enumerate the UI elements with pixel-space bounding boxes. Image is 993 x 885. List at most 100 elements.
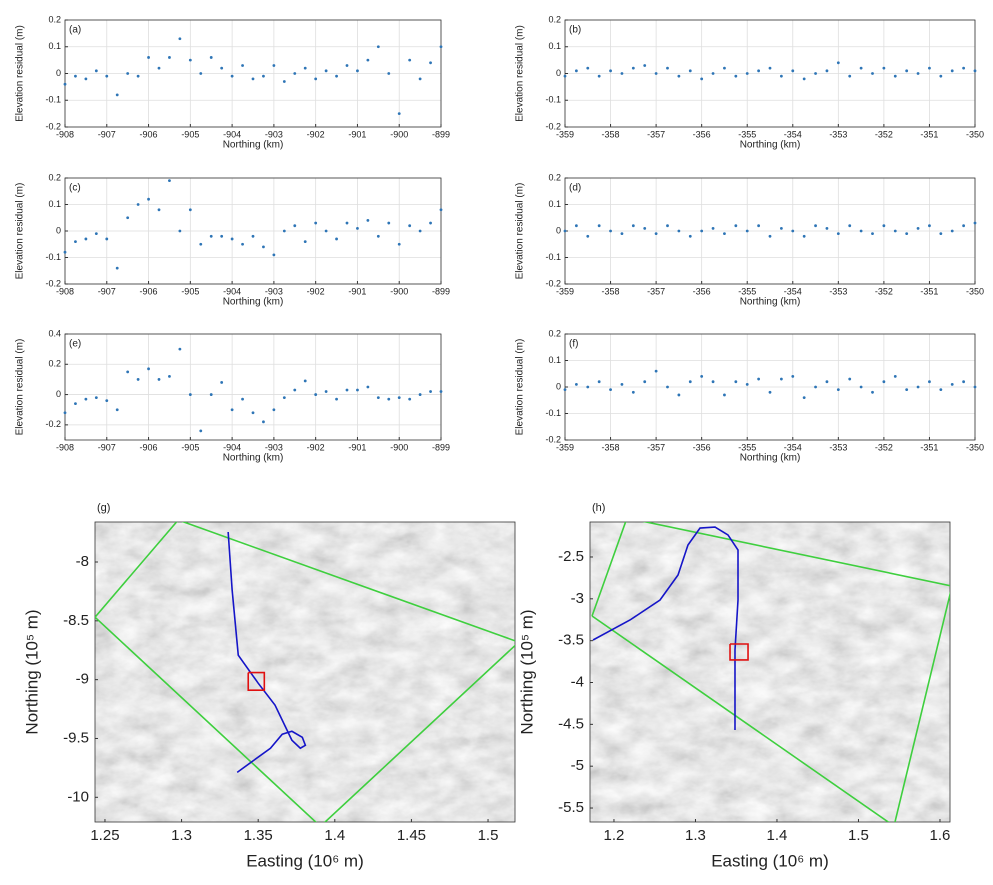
x-tick-label: -907: [98, 286, 116, 296]
data-point: [962, 380, 966, 384]
data-point: [711, 380, 715, 384]
data-point: [397, 396, 401, 399]
data-point: [609, 388, 612, 392]
data-point: [848, 74, 852, 78]
data-point: [654, 369, 658, 373]
data-point: [973, 69, 977, 73]
data-point: [723, 66, 726, 70]
x-tick-label: 1.4: [324, 827, 345, 844]
y-tick-label: 0.1: [548, 355, 561, 365]
x-tick-label: -350: [966, 129, 984, 139]
data-point: [272, 253, 276, 257]
track-line: [247, 671, 266, 692]
y-tick-label: -5: [571, 757, 584, 774]
data-point: [366, 219, 370, 222]
data-point: [105, 237, 109, 241]
x-tick-label: -903: [265, 442, 283, 452]
data-point: [859, 229, 863, 233]
data-point: [262, 420, 265, 424]
data-point: [950, 229, 954, 233]
data-point: [563, 388, 567, 392]
data-point: [711, 72, 715, 75]
x-tick-label: -357: [647, 129, 665, 139]
data-point: [230, 408, 234, 412]
data-point: [928, 66, 931, 70]
data-point: [791, 229, 795, 233]
data-point: [147, 197, 150, 201]
y-tick-label: -9.5: [63, 729, 89, 746]
x-axis-label: Easting (10⁶ m): [246, 851, 364, 870]
data-point: [757, 377, 761, 381]
x-tick-label: -359: [556, 129, 574, 139]
data-point: [324, 229, 328, 233]
data-point: [597, 224, 601, 228]
data-point: [345, 388, 349, 392]
data-point: [939, 388, 943, 392]
x-axis-label: Northing (km): [740, 297, 801, 308]
data-point: [916, 72, 920, 75]
data-point: [871, 390, 874, 394]
data-point: [882, 66, 886, 70]
data-point: [802, 77, 806, 81]
data-point: [418, 229, 422, 233]
data-point: [620, 72, 624, 75]
data-point: [791, 69, 795, 73]
data-point: [282, 396, 286, 399]
axes-box: [64, 19, 442, 128]
data-point: [643, 226, 647, 230]
y-tick-label: -5.5: [558, 799, 584, 816]
x-tick-label: -355: [738, 286, 756, 296]
data-point: [429, 221, 432, 225]
panel: -908 -907 -906 -905 -904 -903 -902 -901 -900 -899…: [15, 14, 450, 150]
x-tick-label: 1.4: [767, 827, 788, 844]
data-point: [814, 72, 817, 75]
data-point: [631, 66, 635, 70]
data-point: [126, 370, 130, 374]
data-point: [157, 66, 161, 70]
data-point: [745, 382, 749, 386]
data-point: [408, 397, 412, 401]
axes-box: [589, 521, 951, 823]
x-tick-label: -899: [432, 286, 450, 296]
y-axis-label: Elevation residual (m): [15, 339, 26, 436]
panel-label: (d): [569, 183, 581, 194]
x-tick-label: 1.2: [604, 827, 625, 844]
data-point: [199, 429, 203, 433]
track-line: [95, 522, 515, 822]
y-tick-label: -8: [76, 553, 89, 570]
data-point: [768, 234, 772, 238]
y-tick-label: -0.1: [545, 252, 561, 262]
panel-label: (g): [97, 502, 110, 514]
y-tick-label: 0: [56, 68, 61, 78]
data-point: [188, 58, 192, 62]
data-point: [950, 382, 954, 386]
data-point: [303, 240, 307, 244]
data-point: [94, 232, 98, 236]
y-tick-label: -0.2: [45, 419, 61, 429]
data-point: [871, 72, 874, 75]
y-tick-label: -0.2: [545, 434, 561, 444]
data-point: [345, 221, 349, 225]
data-point: [314, 77, 318, 81]
data-point: [84, 237, 88, 241]
relief-image: [95, 522, 515, 822]
y-tick-label: 0.2: [48, 359, 61, 369]
y-axis-label: Elevation residual (m): [515, 183, 526, 280]
data-point: [734, 380, 738, 384]
data-point: [814, 224, 817, 228]
data-point: [757, 224, 761, 228]
data-point: [376, 396, 380, 399]
data-point: [723, 232, 726, 236]
x-tick-label: -899: [432, 442, 450, 452]
data-point: [94, 396, 98, 399]
data-point: [620, 382, 624, 386]
data-point: [324, 69, 328, 73]
x-tick-label: 1.5: [478, 827, 499, 844]
y-axis-label: Elevation residual (m): [515, 339, 526, 436]
data-point: [928, 380, 931, 384]
data-point: [723, 393, 726, 397]
y-tick-label: -0.1: [45, 95, 61, 105]
data-point: [282, 229, 286, 233]
data-point: [356, 388, 359, 392]
y-tick-label: -10: [67, 788, 89, 805]
